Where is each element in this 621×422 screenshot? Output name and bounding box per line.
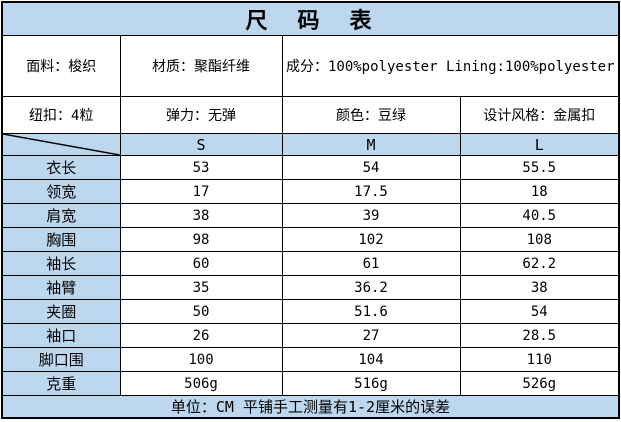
measurement-rows-section: 衣长 53 54 55.5 领宽 17 17.5 18 肩宽 38 39 40.5 胸围 98 102 108… (1, 155, 620, 396)
color-cell: 颜色：豆绿 (281, 96, 461, 134)
measurement-label: 袖口 (1, 323, 121, 348)
button-count-cell: 纽扣：4粒 (1, 96, 121, 134)
measurement-label: 衣长 (1, 155, 121, 180)
measurement-value-s: 38 (119, 203, 283, 228)
measurement-value-s: 53 (119, 155, 283, 180)
measurement-label: 胸围 (1, 227, 121, 252)
measurement-row: 肩宽 38 39 40.5 (1, 203, 620, 228)
footer-note: 单位：CM 平铺手工测量有1-2厘米的误差 (1, 395, 620, 419)
measurement-value-l: 526g (459, 371, 620, 396)
measurement-label: 袖臂 (1, 275, 121, 300)
measurement-value-m: 27 (281, 323, 461, 348)
measurement-value-m: 61 (281, 251, 461, 276)
design-style-cell: 设计风格：金属扣 (459, 96, 620, 134)
spec-row-2: 纽扣：4粒 弹力：无弹 颜色：豆绿 设计风格：金属扣 (1, 96, 620, 134)
size-column-s: S (119, 133, 283, 156)
measurement-value-m: 102 (281, 227, 461, 252)
measurement-value-m: 36.2 (281, 275, 461, 300)
measurement-value-m: 51.6 (281, 299, 461, 324)
measurement-value-l: 55.5 (459, 155, 620, 180)
measurement-label: 领宽 (1, 179, 121, 204)
chart-footer-section: 单位：CM 平铺手工测量有1-2厘米的误差 (1, 395, 620, 419)
measurement-value-s: 26 (119, 323, 283, 348)
measurement-row: 脚口围 100 104 110 (1, 347, 620, 372)
measurement-value-s: 506g (119, 371, 283, 396)
measurement-value-l: 28.5 (459, 323, 620, 348)
measurement-row: 克重 506g 516g 526g (1, 371, 620, 396)
measurement-value-s: 60 (119, 251, 283, 276)
measurement-label: 脚口围 (1, 347, 121, 372)
title-row: 尺 码 表 (1, 1, 620, 36)
measurement-value-l: 108 (459, 227, 620, 252)
measurement-value-s: 35 (119, 275, 283, 300)
spec-row-1: 面料：梭织 材质：聚酯纤维 成分：100%polyester Lining:10… (1, 35, 620, 97)
measurement-value-l: 38 (459, 275, 620, 300)
measurement-value-l: 62.2 (459, 251, 620, 276)
measurement-row: 胸围 98 102 108 (1, 227, 620, 252)
measurement-value-m: 104 (281, 347, 461, 372)
size-column-m: M (281, 133, 461, 156)
measurement-value-l: 40.5 (459, 203, 620, 228)
measurement-value-s: 50 (119, 299, 283, 324)
measurement-label: 肩宽 (1, 203, 121, 228)
fabric-cell: 面料：梭织 (1, 35, 121, 97)
measurement-row: 领宽 17 17.5 18 (1, 179, 620, 204)
measurement-value-l: 18 (459, 179, 620, 204)
measurement-row: 袖臂 35 36.2 38 (1, 275, 620, 300)
measurement-value-m: 516g (281, 371, 461, 396)
chart-header-section: 尺 码 表 面料：梭织 材质：聚酯纤维 成分：100%polyester Lin… (1, 1, 620, 156)
measurement-value-s: 98 (119, 227, 283, 252)
measurement-value-m: 17.5 (281, 179, 461, 204)
measurement-value-s: 17 (119, 179, 283, 204)
measurement-value-m: 54 (281, 155, 461, 180)
measurement-row: 袖口 26 27 28.5 (1, 323, 620, 348)
size-column-l: L (459, 133, 620, 156)
footer-row: 单位：CM 平铺手工测量有1-2厘米的误差 (1, 395, 620, 419)
elasticity-cell: 弹力：无弹 (119, 96, 283, 134)
measurement-row: 夹圈 50 51.6 54 (1, 299, 620, 324)
measurement-row: 衣长 53 54 55.5 (1, 155, 620, 180)
measurement-value-l: 54 (459, 299, 620, 324)
page-title: 尺 码 表 (1, 1, 620, 36)
material-cell: 材质：聚酯纤维 (119, 35, 283, 97)
measurement-label: 夹圈 (1, 299, 121, 324)
composition-cell: 成分：100%polyester Lining:100%polyester (281, 35, 620, 97)
size-header-row: S M L (1, 133, 620, 156)
measurement-row: 袖长 60 61 62.2 (1, 251, 620, 276)
measurement-value-l: 110 (459, 347, 620, 372)
measurement-label: 袖长 (1, 251, 121, 276)
diagonal-line-icon (3, 134, 119, 155)
measurement-value-s: 100 (119, 347, 283, 372)
measurement-value-m: 39 (281, 203, 461, 228)
diagonal-corner-cell (1, 133, 121, 156)
measurement-label: 克重 (1, 371, 121, 396)
